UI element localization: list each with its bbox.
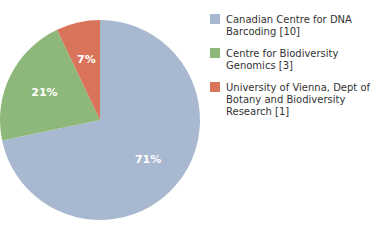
- legend-swatch: [210, 82, 220, 92]
- legend: Canadian Centre for DNABarcoding [10] Cen…: [210, 14, 371, 117]
- slice: [57, 20, 100, 120]
- legend-label: Centre for BiodiversityGenomics [3]: [226, 48, 339, 71]
- data-label: 7%: [77, 53, 96, 66]
- data-label: 71%: [135, 153, 161, 166]
- legend-item: University of Vienna, Dept ofBotany and …: [210, 82, 371, 117]
- legend-label: University of Vienna, Dept ofBotany and …: [226, 82, 371, 117]
- data-labels: 71% 21% 7%: [31, 53, 161, 166]
- chart-container: 71% 21% 7% Canadian Centre for DNABarcoding…: [0, 0, 380, 240]
- legend-swatch: [210, 14, 220, 24]
- legend-item: Canadian Centre for DNABarcoding [10]: [210, 14, 352, 37]
- legend-swatch: [210, 48, 220, 58]
- slices: [0, 20, 200, 220]
- pie-chart: 71% 21% 7% Canadian Centre for DNABarcoding…: [0, 0, 380, 240]
- legend-label: Canadian Centre for DNABarcoding [10]: [226, 14, 352, 37]
- legend-item: Centre for BiodiversityGenomics [3]: [210, 48, 339, 71]
- data-label: 21%: [31, 86, 57, 99]
